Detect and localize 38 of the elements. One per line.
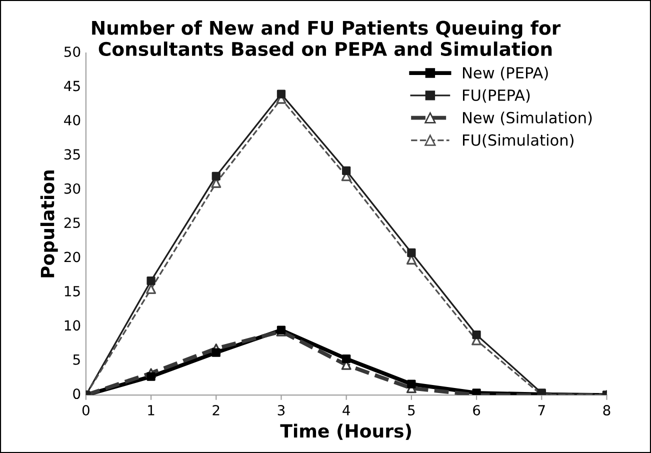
x-tick-label: 3 [278, 404, 285, 416]
y-tick-label: 0 [73, 388, 80, 400]
y-axis-title: Population [40, 170, 58, 278]
y-tick-label: 5 [73, 354, 80, 365]
point [146, 276, 156, 286]
x-tick-label: 1 [148, 405, 154, 416]
point [276, 90, 286, 98]
y-tick-label: 10 [64, 320, 80, 331]
x-tick-label: 7 [538, 405, 545, 416]
x-tick-label: 8 [603, 404, 610, 416]
chart-title: Number of New and FU Patients Queuing for Consultants Based on PEPA and Simulation [92, 20, 561, 56]
y-tick-label: 50 [64, 46, 80, 58]
point [212, 172, 220, 180]
y-tick-label: 25 [64, 218, 80, 228]
y-tick-label: 40 [64, 114, 80, 126]
y-tick-label: 45 [64, 80, 80, 92]
point [407, 248, 416, 258]
legend-label: New (PEPA) [463, 66, 548, 80]
x-tick-label: 0 [82, 404, 90, 416]
point [146, 372, 156, 381]
legend-label: FU(PEPA) [463, 89, 530, 103]
point [146, 284, 156, 294]
y-tick-label: 15 [64, 286, 80, 296]
x-axis-title: Time (Hours) [280, 424, 411, 440]
y-tick-label: 30 [64, 183, 80, 194]
point [342, 354, 351, 364]
point [212, 348, 220, 357]
legend-label: New (Simulation) [463, 112, 592, 126]
legend-label: FU(Simulation) [463, 134, 574, 148]
y-tick-label: 35 [64, 149, 80, 160]
point [407, 380, 416, 388]
point [342, 166, 351, 175]
point [472, 330, 481, 340]
x-tick-label: 2 [212, 404, 220, 416]
x-tick-label: 4 [342, 405, 350, 416]
x-tick-label: 6 [473, 404, 480, 416]
x-tick-label: 5 [408, 405, 415, 416]
y-tick-label: 20 [64, 252, 80, 262]
